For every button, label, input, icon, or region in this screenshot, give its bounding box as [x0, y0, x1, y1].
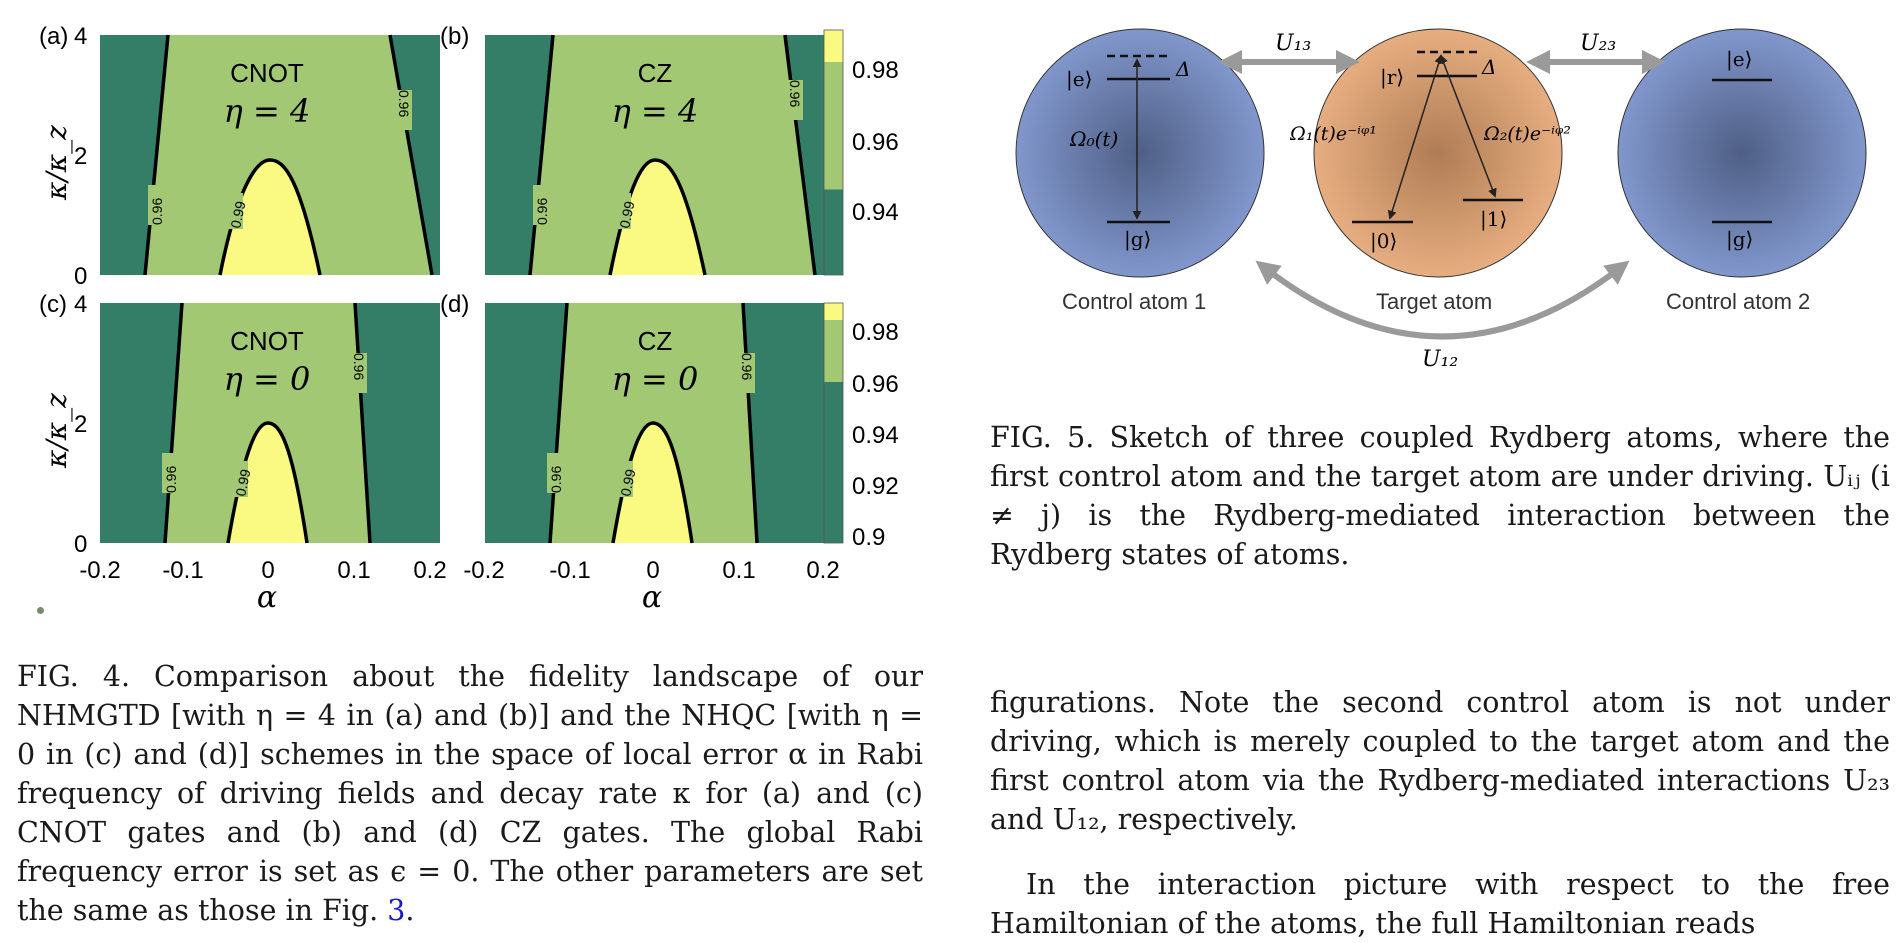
contour-label: 0.96 — [787, 80, 803, 107]
eta-value: η = 4 — [612, 92, 699, 130]
y-tick: 4 — [74, 291, 87, 318]
figure-4: 0.96 0.99 0.96 CNOT η = 4 (a) 4 2 0 κ/κ_… — [39, 23, 899, 615]
rabi-omega0: Ω₀(t) — [1069, 127, 1118, 151]
colorbar-tick: 0.98 — [852, 319, 899, 346]
detuning-delta: Δ — [1481, 55, 1496, 79]
x-tick: 0 — [261, 557, 274, 584]
stray-dot — [37, 607, 44, 614]
contour-label: 0.96 — [163, 466, 179, 493]
x-tick: -0.2 — [463, 557, 504, 584]
state-e: |e⟩ — [1066, 67, 1092, 92]
panel-d: 0.96 0.99 0.96 CZ η = 0 — [485, 302, 825, 544]
x-tick: 0.1 — [722, 557, 755, 584]
detuning-delta: Δ — [1175, 57, 1190, 81]
colorbar-tick: 0.94 — [852, 199, 899, 226]
colorbar-tick: 0.98 — [852, 57, 899, 84]
colorbar-tick: 0.96 — [852, 371, 899, 398]
state-0: |0⟩ — [1370, 229, 1397, 254]
state-g: |g⟩ — [1124, 227, 1151, 252]
colorbar-tick: 0.9 — [852, 524, 885, 551]
x-ticks-left: -0.2 -0.1 0 0.1 0.2 — [79, 557, 446, 584]
panel-label-d: (d) — [440, 291, 469, 318]
y-tick: 4 — [74, 23, 87, 50]
y-axis-label: κ/κ_z — [40, 393, 73, 469]
panel-a: 0.96 0.99 0.96 CNOT η = 4 — [100, 34, 440, 276]
colorbar-tick: 0.96 — [852, 129, 899, 156]
contour-label: 0.99 — [617, 467, 638, 497]
figure-4-caption: FIG. 4. Comparison about the fidelity la… — [17, 657, 923, 930]
atom-name: Control atom 1 — [1062, 289, 1206, 314]
y-tick: 0 — [74, 263, 87, 290]
x-tick: -0.1 — [162, 557, 203, 584]
x-tick: 0.2 — [806, 557, 839, 584]
panel-b: 0.96 0.99 0.96 CZ η = 4 — [485, 34, 825, 276]
colorbar-top — [823, 29, 844, 276]
label-u23: U₂₃ — [1580, 31, 1616, 56]
x-ticks-right: -0.2 -0.1 0 0.1 0.2 — [463, 557, 839, 584]
contour-label: 0.96 — [396, 90, 412, 117]
state-r: |r⟩ — [1380, 65, 1404, 90]
eta-value: η = 4 — [224, 92, 311, 130]
contour-label: 0.96 — [534, 198, 550, 225]
x-axis-label: α — [642, 580, 662, 615]
target-atom: |r⟩ Δ Ω₁(t)e⁻ⁱᵠ¹ Ω₂(t)e⁻ⁱᵠ² |0⟩ |1⟩ — [1289, 28, 1571, 278]
gate-name: CNOT — [230, 326, 304, 356]
body-paragraph: In the interaction picture with respect … — [990, 868, 1890, 940]
contour-label: 0.96 — [548, 466, 564, 493]
control-atom-1: |e⟩ Δ Ω₀(t) |g⟩ — [1015, 28, 1265, 278]
control-atom-2: |e⟩ |g⟩ — [1617, 28, 1867, 278]
eta-value: η = 0 — [224, 360, 311, 398]
contour-label: 0.99 — [232, 467, 253, 497]
body-paragraph: figurations. Note the second control ato… — [990, 686, 1890, 836]
caption-end: . — [405, 894, 415, 927]
panel-c: 0.96 0.99 0.96 CNOT η = 0 — [100, 302, 440, 544]
gate-name: CZ — [638, 58, 673, 88]
panel-label-b: (b) — [440, 23, 469, 50]
y-axis-label: κ/κ_z — [40, 125, 73, 201]
x-axis-label: α — [257, 580, 277, 615]
state-1: |1⟩ — [1480, 207, 1507, 232]
eta-value: η = 0 — [612, 360, 699, 398]
y-tick: 2 — [74, 143, 87, 170]
panel-label-c: (c) — [39, 291, 67, 318]
colorbar-bottom — [823, 302, 844, 544]
atom-name: Control atom 2 — [1666, 289, 1810, 314]
colorbar-tick: 0.92 — [852, 473, 899, 500]
gate-name: CNOT — [230, 58, 304, 88]
x-tick: 0 — [646, 557, 659, 584]
contour-label: 0.99 — [227, 199, 248, 229]
contour-label: 0.99 — [616, 199, 637, 229]
caption-text: FIG. 4. Comparison about the fidelity la… — [17, 660, 923, 927]
figure-5: |e⟩ Δ Ω₀(t) |g⟩ |r⟩ Δ Ω₁(t)e⁻ⁱᵠ¹ Ω₂(t)e⁻… — [1015, 28, 1867, 372]
x-tick: -0.2 — [79, 557, 120, 584]
state-e: |e⟩ — [1726, 47, 1752, 72]
label-u12: U₁₂ — [1422, 347, 1458, 372]
arrow-u12 — [1255, 260, 1630, 340]
panel-label-a: (a) — [39, 23, 68, 50]
x-tick: 0.1 — [337, 557, 370, 584]
rabi-omega2: Ω₂(t)e⁻ⁱᵠ² — [1483, 123, 1571, 145]
figure-reference-link[interactable]: 3 — [387, 894, 406, 927]
state-g: |g⟩ — [1726, 227, 1753, 252]
contour-label: 0.96 — [351, 353, 367, 380]
contour-label: 0.96 — [149, 198, 165, 225]
y-tick: 0 — [74, 531, 87, 558]
y-tick: 2 — [74, 411, 87, 438]
x-tick: 0.2 — [413, 557, 446, 584]
atom-name: Target atom — [1376, 289, 1492, 314]
x-tick: -0.1 — [549, 557, 590, 584]
label-u13: U₁₃ — [1275, 31, 1311, 56]
rabi-omega1: Ω₁(t)e⁻ⁱᵠ¹ — [1289, 123, 1377, 145]
figure-5-caption: FIG. 5. Sketch of three coupled Rydberg … — [990, 421, 1890, 571]
contour-label: 0.96 — [739, 353, 755, 380]
gate-name: CZ — [638, 326, 673, 356]
colorbar-tick: 0.94 — [852, 422, 899, 449]
